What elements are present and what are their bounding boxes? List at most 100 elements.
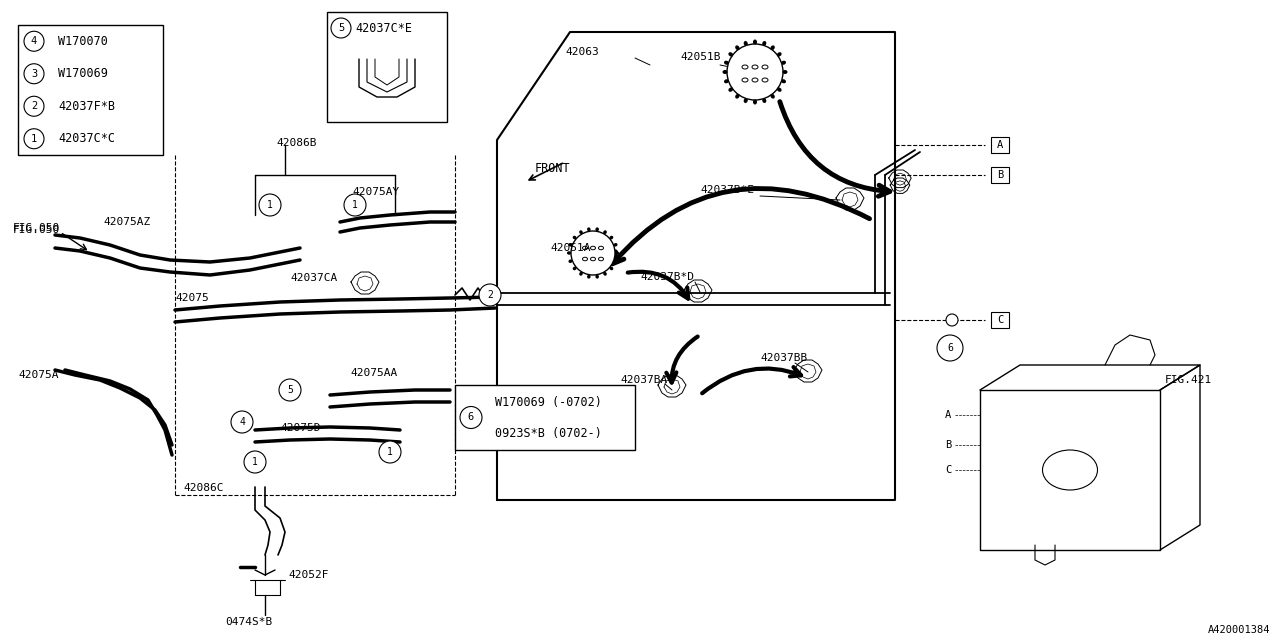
Ellipse shape bbox=[777, 88, 782, 92]
Text: 42075AY: 42075AY bbox=[352, 187, 399, 197]
Text: 4: 4 bbox=[31, 36, 37, 46]
Text: 1: 1 bbox=[352, 200, 358, 210]
Ellipse shape bbox=[1042, 450, 1097, 490]
Text: 42063: 42063 bbox=[564, 47, 599, 57]
Text: 2: 2 bbox=[488, 290, 493, 300]
Text: 42037C*C: 42037C*C bbox=[58, 132, 115, 145]
Circle shape bbox=[24, 96, 44, 116]
Ellipse shape bbox=[609, 267, 613, 270]
Text: 6: 6 bbox=[468, 413, 474, 422]
Ellipse shape bbox=[595, 275, 599, 278]
Ellipse shape bbox=[567, 252, 571, 255]
Ellipse shape bbox=[744, 98, 748, 103]
FancyBboxPatch shape bbox=[991, 312, 1009, 328]
Ellipse shape bbox=[590, 246, 595, 250]
Text: 42037CA: 42037CA bbox=[291, 273, 337, 283]
Ellipse shape bbox=[753, 65, 758, 69]
Circle shape bbox=[479, 284, 500, 306]
Ellipse shape bbox=[582, 257, 588, 260]
Circle shape bbox=[24, 31, 44, 51]
Text: 1: 1 bbox=[31, 134, 37, 144]
Ellipse shape bbox=[568, 259, 572, 263]
Ellipse shape bbox=[724, 79, 728, 83]
Ellipse shape bbox=[762, 41, 767, 46]
Text: 42052F: 42052F bbox=[288, 570, 329, 580]
Ellipse shape bbox=[735, 94, 740, 99]
Circle shape bbox=[937, 335, 963, 361]
Circle shape bbox=[279, 379, 301, 401]
Circle shape bbox=[230, 411, 253, 433]
Ellipse shape bbox=[744, 41, 748, 46]
Text: 4: 4 bbox=[239, 417, 244, 427]
Circle shape bbox=[379, 441, 401, 463]
Text: A: A bbox=[945, 410, 951, 420]
FancyBboxPatch shape bbox=[454, 385, 635, 450]
Ellipse shape bbox=[568, 243, 572, 246]
Text: 42037B*D: 42037B*D bbox=[640, 272, 694, 282]
Text: 42075A: 42075A bbox=[18, 370, 59, 380]
FancyBboxPatch shape bbox=[991, 167, 1009, 183]
Text: A: A bbox=[997, 140, 1004, 150]
Ellipse shape bbox=[722, 70, 727, 74]
Ellipse shape bbox=[762, 65, 768, 69]
Text: FIG.050: FIG.050 bbox=[13, 223, 60, 233]
Ellipse shape bbox=[603, 272, 607, 276]
Text: 2: 2 bbox=[31, 101, 37, 111]
Circle shape bbox=[344, 194, 366, 216]
Ellipse shape bbox=[609, 236, 613, 239]
Text: 42051A: 42051A bbox=[550, 243, 590, 253]
Ellipse shape bbox=[781, 79, 786, 83]
Text: B: B bbox=[945, 440, 951, 450]
Text: FRONT: FRONT bbox=[535, 161, 571, 175]
Ellipse shape bbox=[599, 257, 603, 260]
Ellipse shape bbox=[728, 88, 733, 92]
Circle shape bbox=[727, 44, 783, 100]
Ellipse shape bbox=[762, 98, 767, 103]
Text: A420001384: A420001384 bbox=[1207, 625, 1270, 635]
Ellipse shape bbox=[782, 70, 787, 74]
Text: 42075D: 42075D bbox=[280, 423, 320, 433]
Circle shape bbox=[571, 231, 614, 275]
Ellipse shape bbox=[614, 252, 620, 255]
Text: 1: 1 bbox=[252, 457, 259, 467]
Text: W170069 (-0702): W170069 (-0702) bbox=[495, 396, 602, 409]
Ellipse shape bbox=[728, 52, 733, 56]
Ellipse shape bbox=[742, 78, 748, 82]
Text: W170070: W170070 bbox=[58, 35, 108, 48]
Text: B: B bbox=[997, 170, 1004, 180]
Text: 42037BB: 42037BB bbox=[760, 353, 808, 363]
Ellipse shape bbox=[724, 61, 728, 65]
Text: 42037F*B: 42037F*B bbox=[58, 100, 115, 113]
Text: 0923S*B (0702-): 0923S*B (0702-) bbox=[495, 428, 602, 440]
Ellipse shape bbox=[579, 272, 582, 276]
Ellipse shape bbox=[588, 227, 590, 231]
Text: FIG.421: FIG.421 bbox=[1165, 375, 1212, 385]
Text: C: C bbox=[945, 465, 951, 475]
Text: 1: 1 bbox=[387, 447, 393, 457]
Circle shape bbox=[24, 129, 44, 148]
Circle shape bbox=[244, 451, 266, 473]
Ellipse shape bbox=[777, 52, 782, 56]
Circle shape bbox=[946, 314, 957, 326]
Text: 42037B*E: 42037B*E bbox=[700, 185, 754, 195]
Ellipse shape bbox=[588, 275, 590, 278]
Text: 5: 5 bbox=[338, 23, 344, 33]
FancyBboxPatch shape bbox=[18, 25, 163, 155]
Ellipse shape bbox=[572, 236, 576, 239]
Text: 42075: 42075 bbox=[175, 293, 209, 303]
Text: 42037C*E: 42037C*E bbox=[355, 22, 412, 35]
Ellipse shape bbox=[753, 99, 756, 104]
Ellipse shape bbox=[579, 230, 582, 234]
Text: 42086B: 42086B bbox=[276, 138, 316, 148]
Text: C: C bbox=[997, 315, 1004, 325]
Ellipse shape bbox=[735, 45, 740, 50]
Ellipse shape bbox=[771, 94, 774, 99]
Ellipse shape bbox=[613, 243, 617, 246]
Circle shape bbox=[460, 406, 483, 429]
Text: 42075AZ: 42075AZ bbox=[102, 217, 150, 227]
Ellipse shape bbox=[742, 65, 748, 69]
Ellipse shape bbox=[590, 257, 595, 260]
Text: 42051B: 42051B bbox=[680, 52, 721, 62]
Ellipse shape bbox=[572, 267, 576, 270]
Ellipse shape bbox=[582, 246, 588, 250]
